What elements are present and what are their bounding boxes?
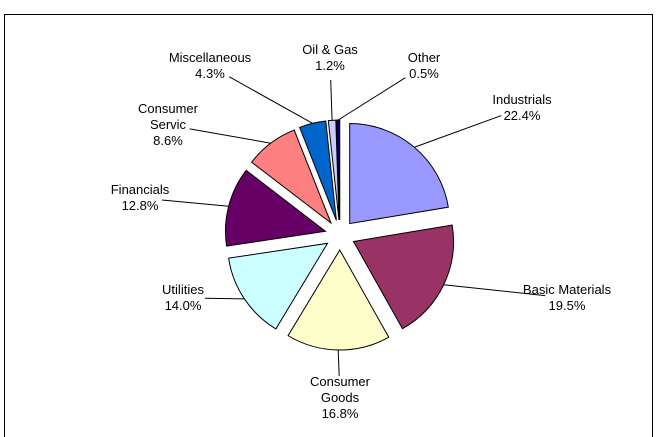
category-label: Basic Materials xyxy=(522,282,612,297)
category-label: Miscellaneous xyxy=(168,50,252,65)
pie-slice xyxy=(327,119,340,221)
slice-label: Industrials 22.4% xyxy=(492,92,551,124)
category-label: Other xyxy=(407,50,441,65)
category-label: Consumer Goods xyxy=(310,374,370,405)
leader-line xyxy=(228,76,313,124)
value-label: 16.8% xyxy=(321,406,359,421)
chart-frame xyxy=(4,14,653,437)
pie-slice xyxy=(287,249,390,351)
value-label: 14.0% xyxy=(164,298,202,313)
value-label: 12.8% xyxy=(121,198,159,213)
leader-line xyxy=(330,79,333,121)
leader-line xyxy=(337,349,340,377)
value-label: 0.5% xyxy=(409,66,439,81)
category-label: Consumer Servic xyxy=(138,101,198,132)
value-label: 22.4% xyxy=(503,108,541,123)
slice-label: Miscellaneous 4.3% xyxy=(169,50,251,82)
value-label: 4.3% xyxy=(195,66,225,81)
category-label: Financials xyxy=(110,182,170,197)
slice-label: Oil & Gas 1.2% xyxy=(302,42,358,74)
pie-slice xyxy=(250,129,333,225)
value-label: 8.6% xyxy=(153,133,183,148)
leader-line xyxy=(443,284,546,297)
pie-slice xyxy=(228,242,329,330)
slice-label: Financials 12.8% xyxy=(111,182,170,214)
slice-label: Consumer Servic 8.6% xyxy=(128,101,208,149)
leader-line xyxy=(337,77,406,121)
leader-line xyxy=(161,199,229,207)
value-label: 19.5% xyxy=(548,298,586,313)
category-label: Oil & Gas xyxy=(302,42,358,57)
category-label: Utilities xyxy=(162,282,204,297)
slice-label: Utilities 14.0% xyxy=(162,282,204,314)
slice-label: Other 0.5% xyxy=(408,50,441,82)
leader-line xyxy=(204,297,245,300)
category-label: Industrials xyxy=(492,92,552,107)
slice-label: Consumer Goods 16.8% xyxy=(300,374,380,422)
value-label: 1.2% xyxy=(315,58,345,73)
leader-line xyxy=(189,128,271,144)
pie-slice xyxy=(349,123,449,225)
leader-line xyxy=(414,115,502,148)
pie-slice xyxy=(352,224,455,330)
pie-slice xyxy=(298,120,337,221)
slice-label: Basic Materials 19.5% xyxy=(523,282,611,314)
